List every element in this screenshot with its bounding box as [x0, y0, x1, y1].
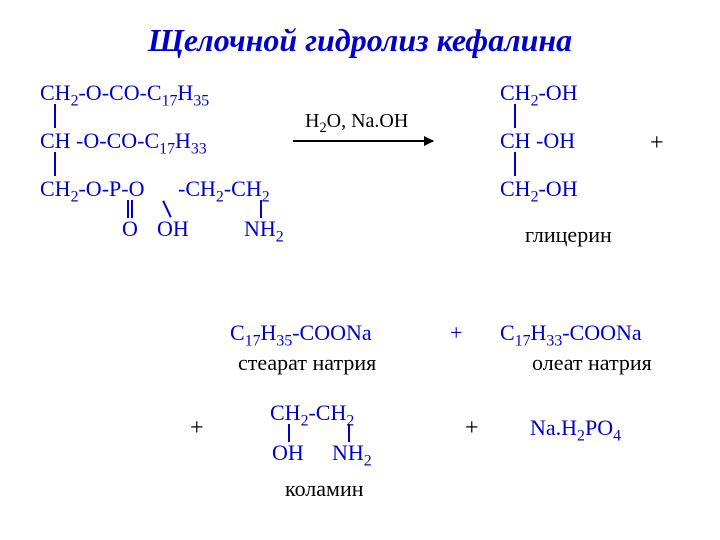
- p-oh: OH: [157, 216, 189, 242]
- bond-p-oh: [162, 200, 171, 217]
- reaction-arrow: [293, 140, 433, 142]
- p-dbl-o: O: [122, 216, 138, 242]
- phosphate-formula: Na.H2PO4: [530, 415, 621, 441]
- plus-4: +: [465, 415, 479, 442]
- reactant-line3: CH2-O-P-O: [40, 176, 144, 202]
- gly-line1: CH2-OH: [500, 80, 578, 106]
- reactant-eth-top: -CH2-CH2: [178, 176, 270, 202]
- oleate-label: олеат натрия: [532, 350, 652, 376]
- bond-1-2: [54, 104, 56, 128]
- colamine-top: CH2-CH2: [270, 400, 354, 426]
- plus-3: +: [190, 415, 204, 442]
- stearate-formula: C17H35-COONa: [230, 320, 372, 346]
- reactant-line2: CH -O-CO-C17H33: [40, 128, 207, 154]
- reagent-text: H2O, Na.OH: [305, 110, 408, 133]
- colamine-nh2: NH2: [332, 440, 372, 466]
- bond-2-3: [54, 152, 56, 176]
- stearate-label: стеарат натрия: [238, 350, 376, 376]
- reactant-eth-bot: NH2: [244, 216, 284, 242]
- reactant-line1: CH2-O-CO-C17H35: [40, 80, 209, 106]
- gly-line3: CH2-OH: [500, 176, 578, 202]
- page-title: Щелочной гидролиз кефалина: [0, 22, 720, 59]
- oleate-formula: C17H33-COONa: [500, 320, 642, 346]
- colamine-oh: OH: [272, 440, 304, 466]
- plus-1: +: [650, 130, 664, 157]
- gly-line2: CH -OH: [500, 128, 575, 154]
- gly-bond-2: [514, 152, 516, 176]
- glycerol-label: глицерин: [525, 222, 612, 248]
- colamine-label: коламин: [285, 476, 364, 502]
- plus-2: +: [450, 320, 462, 346]
- gly-bond-1: [514, 104, 516, 128]
